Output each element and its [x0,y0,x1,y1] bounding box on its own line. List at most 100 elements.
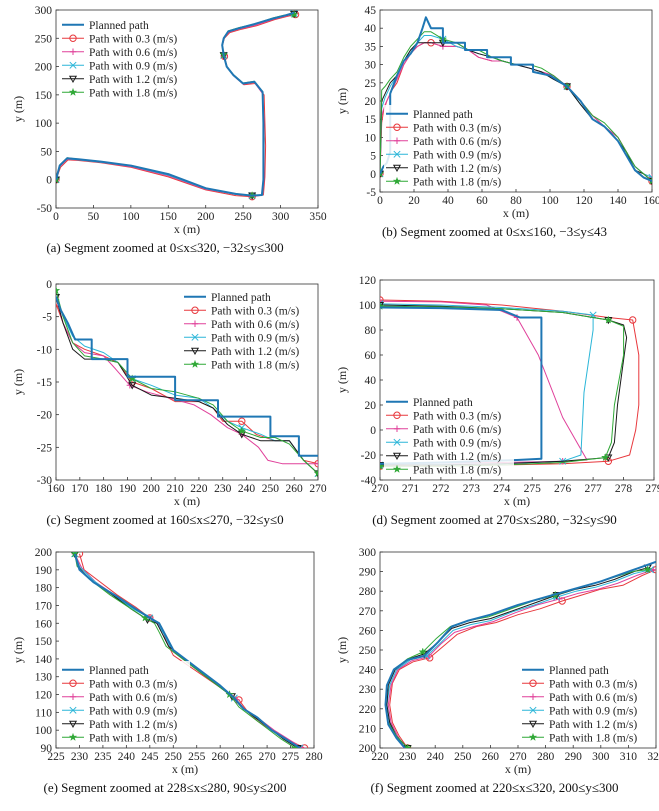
y-tick-label: 30 [365,60,377,72]
y-tick-label: 130 [35,672,53,684]
y-tick-label: -10 [37,344,53,356]
x-tick-label: 190 [119,483,137,495]
x-tick-label: 250 [454,751,472,763]
legend-label-planned: Planned path [413,109,473,121]
y-tick-label: 25 [365,78,377,90]
legend-label-v06: Path with 0.6 (m/s) [89,47,177,59]
y-tick-label: -20 [361,450,377,462]
y-tick-label: -40 [361,475,377,487]
y-tick-label: 190 [35,565,53,577]
chart-caption: (d) Segment zoomed at 270≤x≤280, −32≤y≤9… [330,512,659,528]
y-tick-label: -25 [37,442,53,454]
legend-label-v09: Path with 0.9 (m/s) [549,705,637,717]
legend-label-v18: Path with 1.8 (m/s) [549,732,637,744]
legend-label-v03: Path with 0.3 (m/s) [89,33,177,45]
x-tick-label: 280 [537,751,555,763]
x-tick-label: 270 [309,483,327,495]
y-axis-label: y (m) [335,88,349,114]
y-tick-label: 140 [35,654,53,666]
x-tick-label: 240 [238,483,256,495]
y-tick-label: 250 [359,645,377,657]
chart-panel-f: 2202302402502602702802903003103202002102… [330,536,659,806]
y-tick-label: 300 [359,547,377,559]
x-tick-label: 320 [647,751,659,763]
x-tick-label: 180 [95,483,113,495]
x-tick-label: 0 [53,211,59,223]
x-tick-label: 100 [122,211,140,223]
legend-label-planned: Planned path [89,20,149,32]
x-axis-label: x (m) [174,494,200,508]
legend-label-v12: Path with 1.2 (m/s) [413,163,501,175]
y-tick-label: 15 [365,114,377,126]
legend-label-v03: Path with 0.3 (m/s) [549,678,637,690]
chart-svg-d: 270271272273274275276277278279-40-200204… [330,268,659,536]
x-tick-label: 265 [235,751,253,763]
legend-label-v18: Path with 1.8 (m/s) [413,464,501,476]
legend-label-v09: Path with 0.9 (m/s) [89,705,177,717]
legend-label-planned: Planned path [549,665,609,677]
y-axis-label: y (m) [335,637,349,663]
x-tick-label: 230 [71,751,89,763]
chart-panel-d: 270271272273274275276277278279-40-200204… [330,268,659,536]
chart-svg-f: 2202302402502602702802903003103202002102… [330,536,659,806]
y-tick-label: 0 [46,175,52,187]
y-tick-label: -30 [37,475,53,487]
y-tick-label: 35 [365,41,377,53]
legend-label-v03: Path with 0.3 (m/s) [413,410,501,422]
y-tick-label: 290 [359,567,377,579]
y-tick-label: 200 [35,62,53,74]
x-tick-label: 140 [609,195,627,207]
x-tick-label: 271 [402,483,420,495]
x-tick-label: 310 [620,751,638,763]
legend-label-v09: Path with 0.9 (m/s) [89,60,177,72]
y-tick-label: 200 [359,743,377,755]
x-tick-label: 60 [476,195,488,207]
y-axis-label: y (m) [11,637,25,663]
y-tick-label: 280 [359,586,377,598]
y-tick-label: 20 [365,400,377,412]
y-tick-label: 160 [35,618,53,630]
x-tick-label: 230 [214,483,232,495]
legend-label-v18: Path with 1.8 (m/s) [211,359,299,371]
legend-label-v03: Path with 0.3 (m/s) [211,305,299,317]
x-tick-label: 275 [282,751,300,763]
x-tick-label: 276 [554,483,572,495]
x-tick-label: 272 [432,483,450,495]
legend-label-v09: Path with 0.9 (m/s) [413,437,501,449]
y-tick-label: 80 [365,325,377,337]
x-tick-label: 279 [645,483,659,495]
y-tick-label: -5 [366,187,376,199]
legend-label-planned: Planned path [211,292,271,304]
x-tick-label: 245 [141,751,159,763]
y-tick-label: 150 [35,90,53,102]
y-tick-label: 45 [365,5,377,17]
x-tick-label: 235 [94,751,112,763]
x-axis-label: x (m) [503,206,529,220]
legend-label-v03: Path with 0.3 (m/s) [89,678,177,690]
chart-caption: (c) Segment zoomed at 160≤x≤270, −32≤y≤0 [0,512,330,528]
x-tick-label: 260 [212,751,230,763]
chart-caption: (b) Segment zoomed at 0≤x≤160, −3≤y≤43 [330,224,659,240]
x-tick-label: 160 [643,195,659,207]
legend-label-v12: Path with 1.2 (m/s) [549,719,637,731]
y-axis-label: y (m) [11,369,25,395]
y-tick-label: 5 [370,151,376,163]
y-tick-label: 240 [359,665,377,677]
legend-label-v06: Path with 0.6 (m/s) [413,424,501,436]
legend-label-v09: Path with 0.9 (m/s) [211,332,299,344]
x-tick-label: 230 [399,751,417,763]
y-tick-label: 200 [35,547,53,559]
x-tick-label: 273 [463,483,481,495]
